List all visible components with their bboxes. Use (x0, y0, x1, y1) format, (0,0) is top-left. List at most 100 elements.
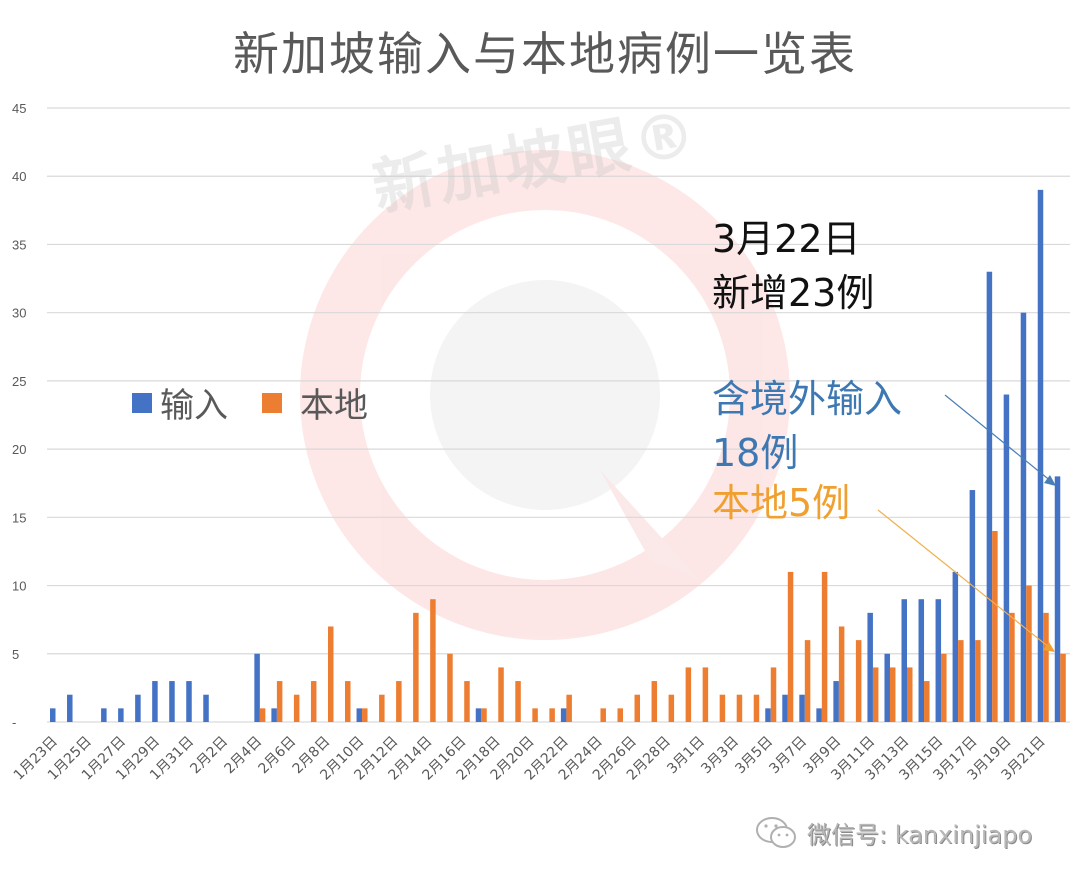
x-tick-label: 2月2日 (187, 734, 231, 778)
bar-import (67, 694, 73, 722)
bar-import (867, 612, 873, 722)
x-tick-label: 3月7日 (766, 734, 810, 778)
bar-local (907, 667, 913, 722)
bar-import (1054, 476, 1061, 722)
bar-local (958, 640, 964, 722)
bar-local (702, 667, 709, 722)
annotation-arrow-local (877, 509, 1055, 652)
bar-import (118, 708, 124, 722)
legend-swatch-import (132, 392, 152, 413)
bar-local (481, 708, 487, 722)
bar-local (617, 708, 623, 722)
y-tick-label: 40 (12, 169, 26, 184)
y-tick-label: 5 (12, 647, 19, 662)
bar-local (889, 667, 896, 722)
bar-local (259, 708, 266, 722)
bar-import (203, 694, 209, 722)
annotation-import: 含境外输入 18例 (712, 372, 902, 480)
bar-import (1020, 312, 1027, 722)
watermark-logo-icon (300, 150, 790, 640)
bar-local (345, 681, 351, 722)
annotation-local: 本地5例 (712, 481, 851, 525)
bar-import (935, 599, 942, 722)
bars (50, 189, 1066, 722)
bar-local (821, 571, 828, 722)
bar-local (515, 681, 521, 722)
bar-local (600, 708, 606, 722)
bar-local (327, 626, 334, 722)
wechat-icon (756, 816, 796, 848)
y-tick-label: 30 (12, 306, 26, 321)
chart-legend: 输入 本地 (132, 378, 398, 427)
legend-item-import: 输入 (132, 378, 228, 427)
x-axis-ticks: 1月23日1月25日1月27日1月29日1月31日2月2日2月4日2月6日2月8… (11, 734, 1049, 784)
bar-local (413, 612, 419, 722)
bar-import (918, 599, 925, 722)
bar-import (799, 694, 805, 722)
bar-local (804, 640, 811, 722)
x-tick-label: 3月3日 (698, 734, 742, 778)
bar-import (169, 681, 175, 722)
bar-local (992, 530, 998, 722)
bar-local (396, 681, 402, 722)
bar-import (254, 653, 260, 722)
bar-import (560, 708, 567, 722)
bar-import (1037, 189, 1044, 722)
footer-wechat: 微信号: kanxinjiapo (755, 815, 1032, 850)
legend-item-local: 本地 (258, 378, 368, 427)
bar-local (362, 708, 368, 722)
bar-local (651, 681, 658, 722)
bar-local (1026, 585, 1032, 722)
bar-local (753, 694, 760, 722)
bar-import (901, 599, 907, 722)
bar-local (719, 694, 726, 722)
x-tick-label: 3月5日 (732, 734, 776, 778)
bar-local (430, 599, 436, 722)
bar-local (634, 694, 641, 722)
y-tick-label: 25 (12, 374, 26, 389)
bar-local (872, 667, 879, 722)
annotation-daily-total: 3月22日 新增23例 (712, 212, 874, 320)
bar-local (855, 640, 862, 722)
y-tick-label: 20 (12, 442, 26, 457)
bar-local (787, 571, 794, 722)
bar-local (668, 694, 675, 722)
bar-import (356, 708, 363, 722)
y-tick-label: 10 (12, 579, 26, 594)
y-tick-label: 35 (12, 237, 26, 252)
bar-local (975, 640, 981, 722)
bar-import (152, 681, 158, 722)
bar-import (884, 653, 890, 722)
annotation-import-line2: 18例 (712, 431, 799, 475)
bar-import (50, 708, 56, 722)
bar-local (498, 667, 504, 722)
annotation-arrow-import (944, 394, 1056, 486)
bar-import (986, 271, 993, 722)
bar-import (816, 708, 822, 722)
bar-import (765, 708, 771, 722)
bar-import (186, 681, 192, 722)
bar-local (838, 626, 845, 722)
chart-title: 新加坡输入与本地病例一览表 (233, 27, 857, 81)
bar-local (770, 667, 777, 722)
bar-local (941, 653, 947, 722)
bar-local (685, 667, 692, 722)
x-tick-label: 2月6日 (256, 734, 300, 778)
legend-label-local: 本地 (300, 386, 368, 426)
gridlines (47, 107, 1070, 723)
bar-local (379, 694, 385, 722)
bar-local (566, 694, 572, 722)
bar-import (271, 708, 277, 722)
bar-local (532, 708, 538, 722)
bar-import (833, 681, 839, 722)
y-axis-ticks: - 5 10 15 20 25 30 35 40 45 (12, 101, 26, 730)
annotation-date: 3月22日 (712, 217, 861, 261)
bar-local (464, 681, 470, 722)
bar-import (952, 571, 959, 722)
bar-local (924, 681, 930, 722)
bar-import (969, 490, 976, 722)
bar-local (1009, 612, 1015, 722)
bar-import (135, 694, 141, 722)
bar-local (293, 694, 300, 722)
